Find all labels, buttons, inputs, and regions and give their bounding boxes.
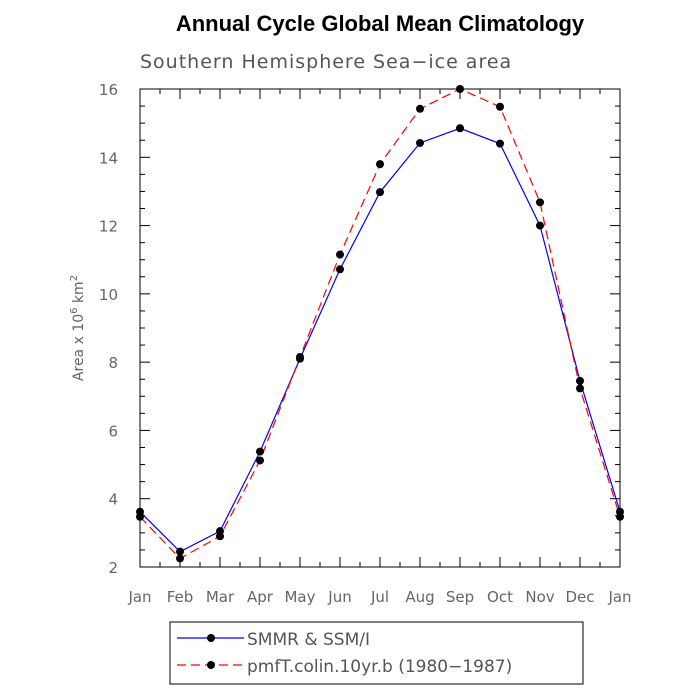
- chart-subtitle: Southern Hemisphere Sea−ice area: [140, 51, 512, 73]
- series-1-point: [536, 198, 544, 207]
- chart-title: Annual Cycle Global Mean Climatology: [176, 11, 585, 36]
- x-tick-label: Nov: [525, 588, 554, 606]
- series-0-point: [456, 124, 464, 133]
- y-tick-label: 4: [108, 491, 118, 509]
- y-tick-label: 2: [108, 559, 118, 577]
- legend-label-0: SMMR & SSM/I: [247, 630, 370, 650]
- y-axis-label-exp2: 2: [69, 275, 80, 281]
- y-tick-label: 10: [99, 286, 118, 304]
- series-0-point: [576, 376, 584, 385]
- series-1-point: [136, 512, 144, 521]
- legend-marker-0: [207, 634, 215, 642]
- series-0-point: [176, 547, 184, 556]
- series-0-point: [256, 447, 264, 456]
- series-0-point: [376, 188, 384, 197]
- x-tick-label: Aug: [405, 588, 434, 606]
- y-tick-label: 8: [108, 354, 118, 372]
- series-1-point: [616, 512, 624, 521]
- legend-box: [169, 621, 584, 685]
- y-axis-label-prefix: Area x 10: [71, 314, 87, 381]
- series-1-point: [456, 85, 464, 93]
- x-tick-label: Jan: [607, 588, 631, 606]
- y-tick-label: 6: [108, 422, 118, 440]
- y-tick-label: 14: [99, 149, 118, 167]
- series-1-point: [216, 532, 224, 541]
- series-line-1: [139, 88, 621, 560]
- series-1-point: [256, 456, 264, 465]
- x-tick-label: May: [284, 588, 315, 606]
- series-0-point: [416, 138, 424, 147]
- x-tick-label: Jan: [127, 588, 151, 606]
- legend-label-1: pmfT.colin.10yr.b (1980−1987): [247, 657, 512, 677]
- plot-area: Jan Feb Mar Apr May Jun Jul Aug Sep Oct Nov Dec Jan 2…: [99, 81, 632, 606]
- x-tick-label: Sep: [446, 588, 474, 606]
- series-0-point: [336, 265, 344, 274]
- series-0-point: [536, 221, 544, 230]
- series-1-point: [176, 554, 184, 563]
- series-1-point: [496, 102, 504, 111]
- series-1-point: [416, 104, 424, 113]
- y-axis-label: Area x 106 km2: [69, 275, 87, 381]
- series-1-point: [576, 384, 584, 393]
- series-0-point: [496, 139, 504, 148]
- y-tick-label: 12: [99, 218, 118, 236]
- legend-marker-1: [207, 661, 215, 669]
- series-1-point: [376, 160, 384, 169]
- y-axis-label-mid: km: [71, 281, 87, 307]
- series-1-point: [336, 250, 344, 259]
- x-tick-label: Oct: [487, 588, 513, 606]
- y-tick-label: 16: [99, 81, 118, 99]
- x-tick-label: Dec: [565, 588, 594, 606]
- x-tick-label: Jun: [327, 588, 351, 606]
- x-tick-label: Feb: [167, 588, 194, 606]
- series-1-point: [296, 353, 304, 362]
- legend: [177, 634, 244, 669]
- x-tick-label: Mar: [206, 588, 235, 606]
- y-axis-label-exp1: 6: [69, 307, 80, 313]
- x-tick-label: Jul: [370, 588, 389, 606]
- x-tick-label: Apr: [247, 588, 274, 606]
